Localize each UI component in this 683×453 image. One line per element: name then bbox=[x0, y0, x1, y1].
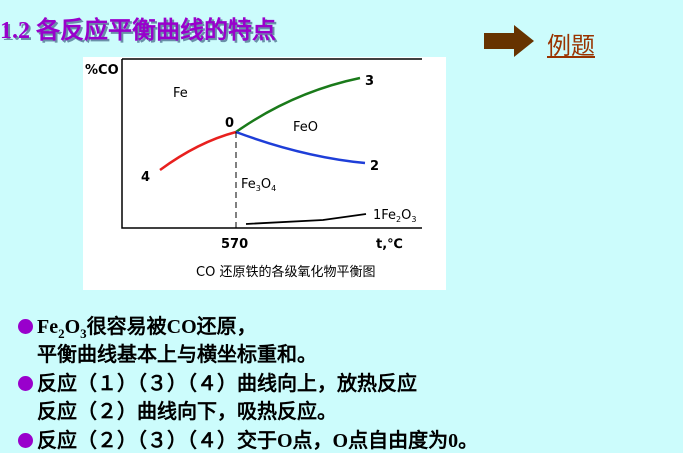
example-link[interactable]: 例题 bbox=[547, 32, 595, 60]
text: 4 bbox=[271, 184, 276, 193]
bullet: Fe2O3很容易被CO还原， bbox=[18, 310, 257, 342]
bullet: 反应（１）（３）（４）曲线向上，放热反应 bbox=[18, 367, 417, 396]
text: 3 bbox=[411, 215, 416, 224]
text: 2 bbox=[58, 326, 65, 341]
curve-label: 1Fe2O3 bbox=[373, 208, 416, 224]
text: 反应（１）（３）（４）曲线向上，放热反应 bbox=[37, 373, 417, 395]
text: O bbox=[401, 208, 411, 223]
curve-label: 3 bbox=[365, 74, 374, 89]
bullet-line: 平衡曲线基本上与横坐标重和。 bbox=[37, 344, 317, 366]
curve-label: 2 bbox=[370, 159, 379, 174]
caption: CO 还原铁的各级氧化物平衡图 bbox=[196, 264, 375, 280]
text: O bbox=[261, 177, 271, 192]
text: 2 bbox=[396, 215, 401, 224]
equilibrium-diagram: %CO Fe FeO 0 4 3 2 Fe3O4 1Fe2O3 570 t,℃ … bbox=[83, 57, 446, 290]
slide-title: 1.2 各反应平衡曲线的特点 bbox=[0, 18, 276, 44]
text: 反应（２）（３）（４）交于O点，O点自由度为0。 bbox=[37, 430, 479, 452]
curve-3 bbox=[235, 76, 361, 134]
x-mark: 570 bbox=[221, 237, 248, 252]
text: Fe bbox=[37, 316, 59, 338]
curve-1 bbox=[245, 213, 367, 225]
y-label: %CO bbox=[85, 63, 119, 78]
point-label: 0 bbox=[225, 116, 234, 131]
curve-2 bbox=[235, 130, 366, 165]
phase-label: Fe3O4 bbox=[241, 177, 276, 193]
arrow-icon bbox=[484, 25, 534, 57]
text: O bbox=[64, 316, 81, 338]
text: 很容易被CO还原， bbox=[86, 316, 257, 338]
bullet-line: 反应（２）曲线向下，吸热反应。 bbox=[37, 401, 337, 423]
curve-label: 4 bbox=[141, 170, 150, 185]
text: 3 bbox=[256, 184, 261, 193]
text: Fe bbox=[241, 177, 256, 192]
text: 1Fe bbox=[373, 208, 396, 223]
region-label: FeO bbox=[293, 120, 318, 135]
curve-4 bbox=[159, 130, 237, 172]
text: 3 bbox=[80, 326, 87, 341]
bullet: 反应（２）（３）（４）交于O点，O点自由度为0。 bbox=[18, 424, 478, 453]
x-label: t,℃ bbox=[376, 237, 403, 252]
region-label: Fe bbox=[173, 86, 188, 101]
